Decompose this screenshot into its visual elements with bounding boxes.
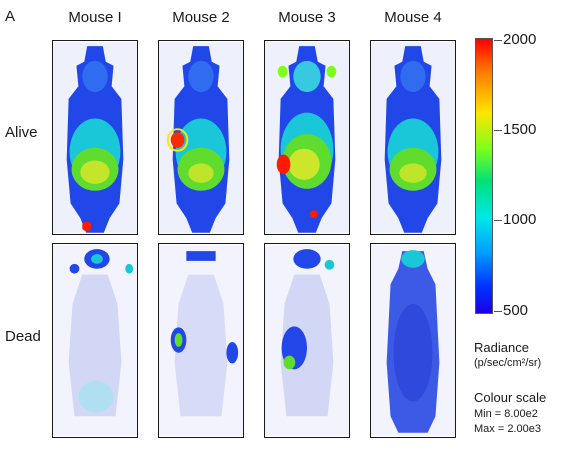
colorbar (475, 38, 493, 314)
mouse-alive-4-image (371, 42, 455, 233)
mouse-dead-3-image (265, 245, 349, 436)
row-label-dead: Dead (5, 328, 41, 345)
colorbar-label-2000: 2000 (503, 31, 537, 48)
mouse-dead-1-image (53, 245, 137, 436)
colorbar-label-1500: 1500 (503, 121, 537, 138)
image-panel-alive-mouse-1 (52, 40, 138, 235)
image-panel-alive-mouse-2 (158, 40, 244, 235)
colorbar-label-1000: 1000 (503, 211, 537, 228)
legend-max: Max = 2.00e3 (474, 423, 541, 435)
mouse-dead-4-image (371, 245, 455, 436)
mouse-alive-3-image (265, 42, 349, 233)
legend-min: Min = 8.00e2 (474, 408, 538, 420)
legend-radiance-units: (p/sec/cm²/sr) (474, 357, 542, 369)
colorbar-tick (494, 220, 502, 221)
colorbar-tick (494, 40, 502, 41)
colorbar-tick (494, 311, 502, 312)
colorbar-tick (494, 130, 502, 131)
image-panel-alive-mouse-4 (370, 40, 456, 235)
mouse-alive-1-image (53, 42, 137, 233)
column-label-mouse-3: Mouse 3 (278, 9, 336, 26)
image-panel-dead-mouse-1 (52, 243, 138, 438)
panel-label: A (5, 8, 16, 25)
image-panel-dead-mouse-4 (370, 243, 456, 438)
column-label-mouse-4: Mouse 4 (384, 9, 442, 26)
row-label-alive: Alive (5, 124, 38, 141)
legend-radiance-title: Radiance (474, 340, 529, 355)
image-panel-alive-mouse-3 (264, 40, 350, 235)
legend-colour-scale-title: Colour scale (474, 390, 547, 405)
mouse-alive-2-image (159, 42, 243, 233)
column-label-mouse-2: Mouse 2 (172, 9, 230, 26)
mouse-dead-2-image (159, 245, 243, 436)
image-panel-dead-mouse-2 (158, 243, 244, 438)
column-label-mouse-1: Mouse I (68, 9, 122, 26)
colorbar-label-500: 500 (503, 302, 529, 319)
image-panel-dead-mouse-3 (264, 243, 350, 438)
